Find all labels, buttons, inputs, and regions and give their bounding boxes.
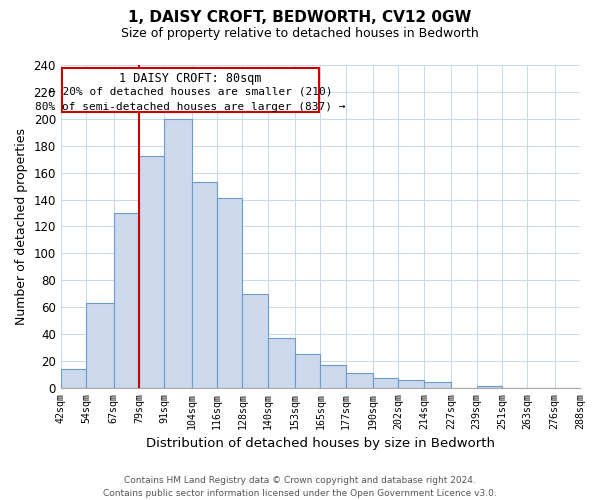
Text: ← 20% of detached houses are smaller (210): ← 20% of detached houses are smaller (21…	[49, 87, 332, 97]
Bar	[242, 294, 268, 388]
Bar	[398, 380, 424, 388]
Bar	[86, 303, 113, 388]
FancyBboxPatch shape	[62, 68, 319, 112]
X-axis label: Distribution of detached houses by size in Bedworth: Distribution of detached houses by size …	[146, 437, 495, 450]
Bar	[373, 378, 398, 388]
Text: 1, DAISY CROFT, BEDWORTH, CV12 0GW: 1, DAISY CROFT, BEDWORTH, CV12 0GW	[128, 10, 472, 25]
Bar	[295, 354, 320, 388]
Text: 1 DAISY CROFT: 80sqm: 1 DAISY CROFT: 80sqm	[119, 72, 262, 85]
Text: Contains HM Land Registry data © Crown copyright and database right 2024.
Contai: Contains HM Land Registry data © Crown c…	[103, 476, 497, 498]
Bar	[346, 373, 373, 388]
Bar	[268, 338, 295, 388]
Bar	[217, 198, 242, 388]
Bar	[139, 156, 164, 388]
Text: 80% of semi-detached houses are larger (837) →: 80% of semi-detached houses are larger (…	[35, 102, 346, 112]
Bar	[113, 213, 139, 388]
Bar	[191, 182, 217, 388]
Bar	[61, 369, 86, 388]
Bar	[164, 119, 191, 388]
Bar	[476, 386, 502, 388]
Bar	[320, 365, 346, 388]
Y-axis label: Number of detached properties: Number of detached properties	[15, 128, 28, 325]
Text: Size of property relative to detached houses in Bedworth: Size of property relative to detached ho…	[121, 28, 479, 40]
Bar	[424, 382, 451, 388]
